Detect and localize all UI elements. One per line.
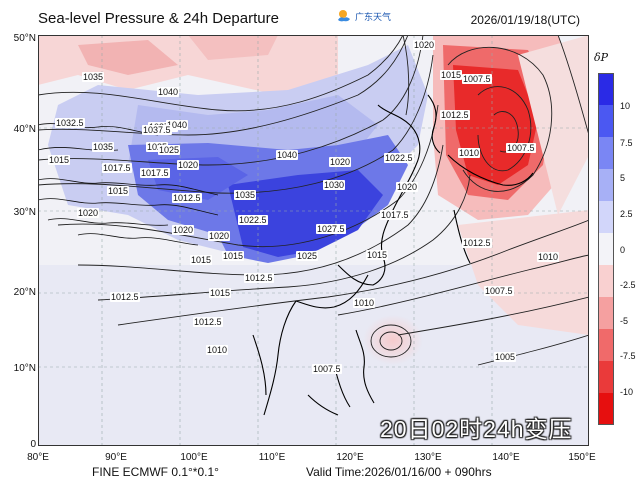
isobar-label: 1027.5	[316, 224, 346, 234]
isobar-label: 1012.5	[244, 273, 274, 283]
isobar-label: 1020	[396, 182, 419, 192]
isobar-label: 1012.5	[440, 110, 470, 120]
isobar-label: 1015	[48, 155, 71, 165]
isobar-label: 1040	[276, 150, 299, 160]
colorbar-segment	[598, 361, 614, 394]
isobar-label: 1020	[413, 40, 436, 50]
map-frame	[38, 35, 589, 446]
isobar-label: 1015	[209, 288, 232, 298]
lat-label-10n: 10°N	[13, 363, 36, 374]
lat-label-20n: 20°N	[13, 287, 36, 298]
weather-logo: 广东天气	[336, 8, 391, 24]
isobar-label: 1007.5	[484, 286, 514, 296]
isobar-label: 1007.5	[312, 364, 342, 374]
positive-anomaly-pacific	[363, 315, 423, 365]
overlay-caption: 20日02时24h变压	[380, 416, 573, 442]
isobar-label: 1035	[234, 190, 257, 200]
colorbar-segment	[598, 201, 614, 234]
isobar-label: 1015	[366, 250, 389, 260]
colorbar-segment	[598, 105, 614, 138]
colorbar-segment	[598, 329, 614, 362]
forecast-timestamp: 2026/01/19/18(UTC)	[470, 13, 580, 27]
colorbar-tick: -10	[620, 387, 634, 397]
isobar-label: 1025	[296, 251, 319, 261]
colorbar-tick: 5	[620, 173, 626, 183]
isobar-label: 1020	[329, 157, 352, 167]
colorbar-segment	[598, 73, 614, 106]
isobar-label: 1035	[92, 142, 115, 152]
isobar-label: 1010	[458, 148, 481, 158]
isobar-label: 1017.5	[380, 210, 410, 220]
isobar-label: 1020	[177, 160, 200, 170]
isobar-label: 1015	[222, 251, 245, 261]
isobar-label: 1022.5	[384, 153, 414, 163]
colorbar-segment	[598, 265, 614, 298]
lon-label-100e: 100°E	[180, 452, 208, 463]
colorbar-segment	[598, 393, 614, 425]
isobar-label: 1012.5	[110, 292, 140, 302]
isobar-label: 1025	[146, 142, 169, 152]
colorbar-title: δP	[594, 51, 609, 64]
lon-label-120e: 120°E	[336, 452, 364, 463]
sun-cloud-logo-icon	[338, 10, 350, 22]
colorbar-tick: -5	[620, 316, 629, 326]
colorbar-segment	[598, 169, 614, 202]
lon-label-150e: 150°E	[568, 452, 596, 463]
chart-title: Sea-level Pressure & 24h Departure	[38, 10, 279, 27]
isobar-label: 1032.5	[55, 118, 85, 128]
isobar-label: 1010	[206, 345, 229, 355]
isobar-label: 1010	[353, 298, 376, 308]
isobar-label: 1037.5	[142, 125, 172, 135]
coastlines	[252, 94, 534, 416]
isobar-label: 1017.5	[140, 168, 170, 178]
isobar-label: 1015	[107, 186, 130, 196]
pressure-map	[38, 35, 589, 446]
isobar-label: 1012.5	[172, 193, 202, 203]
colorbar-tick: 2.5	[620, 209, 633, 219]
isobar-label: 1015	[190, 255, 213, 265]
isobar-label: 1025	[158, 145, 181, 155]
isobar-label: 1020	[172, 225, 195, 235]
isobar-label: 1010	[537, 252, 560, 262]
logo-text: 广东天气	[355, 11, 392, 22]
colorbar-segment	[598, 137, 614, 170]
isobar-label: 1035	[82, 72, 105, 82]
isobar-label: 1020	[208, 231, 231, 241]
isobar-label: 1020	[77, 208, 100, 218]
colorbar-tick: -7.5	[620, 351, 636, 361]
isobar-label: 1005	[494, 352, 517, 362]
colorbar-tick: 10	[620, 101, 631, 111]
isobar-label: 1017.5	[102, 163, 132, 173]
isobar-label: 1007.5	[506, 143, 536, 153]
lon-label-130e: 130°E	[414, 452, 442, 463]
isobar-label: 1040	[157, 87, 180, 97]
isobar-label: 1012.5	[462, 238, 492, 248]
isobar-label: 1022.5	[238, 215, 268, 225]
isobar-label: 1007.5	[462, 74, 492, 84]
lat-label-0: 0	[30, 439, 36, 450]
colorbar-tick: -2.5	[620, 280, 636, 290]
lat-label-30n: 30°N	[13, 207, 36, 218]
colorbar-tick: 0	[620, 245, 626, 255]
lat-label-40n: 40°N	[13, 124, 36, 135]
valid-time: Valid Time:2026/01/16/00 + 090hrs	[306, 465, 492, 479]
lon-label-80e: 80°E	[27, 452, 49, 463]
colorbar-frame	[598, 73, 614, 425]
isobar-label: 1030	[323, 180, 346, 190]
isobar-label: 1040	[166, 120, 189, 130]
colorbar-segment	[598, 233, 614, 266]
colorbar-tick: 7.5	[620, 138, 633, 148]
model-info: FINE ECMWF 0.1°*0.1°	[92, 465, 219, 479]
isobar-label: 1015	[440, 70, 463, 80]
lon-label-90e: 90°E	[105, 452, 127, 463]
colorbar	[598, 73, 614, 425]
lon-label-110e: 110°E	[258, 452, 286, 463]
isobar-label: 1012.5	[193, 317, 223, 327]
lon-label-140e: 140°E	[492, 452, 520, 463]
lat-label-50n: 50°N	[13, 33, 36, 44]
colorbar-segment	[598, 297, 614, 330]
